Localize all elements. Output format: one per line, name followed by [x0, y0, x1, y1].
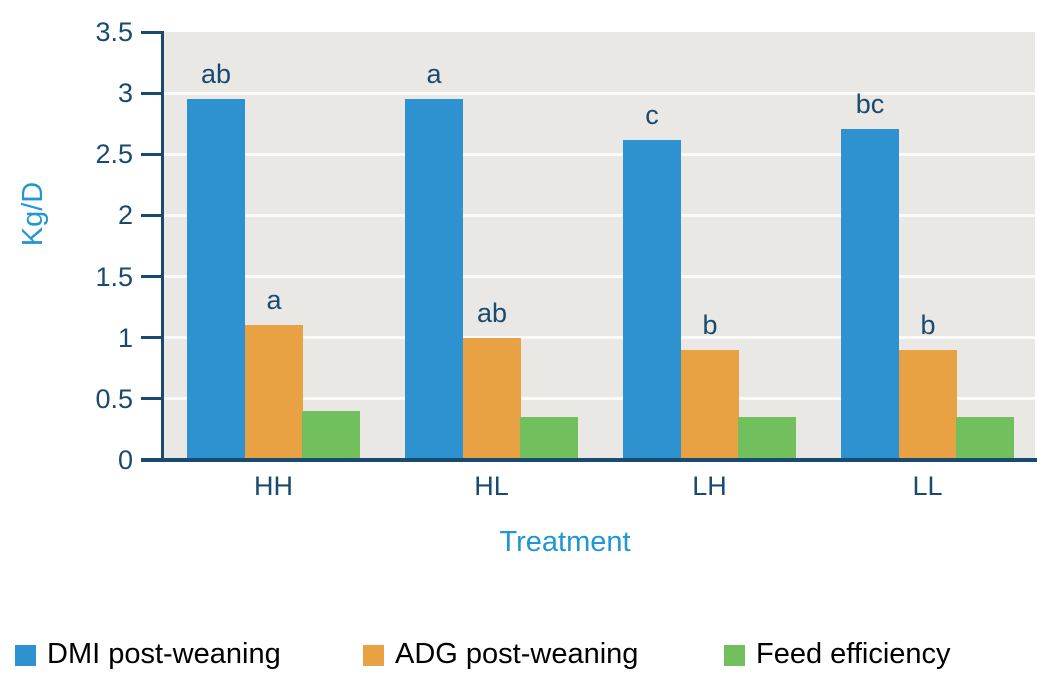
gridline — [164, 336, 1035, 340]
x-axis-line — [141, 458, 1037, 462]
significance-letter: ab — [200, 59, 232, 89]
bar-feed-lh — [738, 417, 796, 458]
significance-letter: ab — [476, 298, 508, 328]
bar-dmi-lh — [623, 140, 681, 458]
legend-label-feed: Feed efficiency — [756, 638, 951, 670]
y-axis-tick — [141, 152, 164, 156]
gridline — [164, 152, 1035, 156]
bar-dmi-hl — [405, 99, 463, 458]
significance-letter: b — [702, 310, 718, 340]
bar-adg-ll — [899, 350, 957, 458]
bar-adg-hh — [245, 325, 303, 458]
bar-dmi-hh — [187, 99, 245, 458]
y-tick-label: 2 — [117, 200, 133, 231]
bar-feed-hl — [520, 417, 578, 458]
y-tick-label: 1 — [117, 322, 133, 353]
y-axis-tick — [141, 397, 164, 401]
legend-item-dmi: DMI post-weaning — [15, 638, 281, 671]
significance-letter: a — [426, 59, 442, 89]
x-category-label: LH — [692, 471, 727, 501]
legend-swatch-dmi — [15, 645, 36, 666]
y-axis-tick — [141, 213, 164, 217]
y-axis-tick — [141, 336, 164, 340]
y-tick-label: 1.5 — [95, 261, 133, 292]
legend-swatch-adg — [363, 645, 384, 666]
bar-adg-hl — [463, 338, 521, 458]
y-axis-tick — [141, 91, 164, 95]
legend-label-dmi: DMI post-weaning — [47, 638, 281, 670]
y-tick-label: 3 — [117, 78, 133, 109]
legend-swatch-feed — [724, 645, 745, 666]
gridline — [164, 91, 1035, 95]
legend-item-feed: Feed efficiency — [724, 638, 951, 671]
gridline — [164, 275, 1035, 279]
y-tick-label: 2.5 — [95, 139, 133, 170]
x-axis-title: Treatment — [499, 526, 631, 558]
x-category-label: HH — [254, 471, 294, 501]
y-axis-tick — [141, 30, 164, 34]
significance-letter: c — [645, 100, 659, 130]
y-axis-line — [161, 32, 164, 459]
bar-feed-hh — [302, 411, 360, 458]
gridline — [164, 397, 1035, 401]
bar-dmi-ll — [841, 129, 899, 458]
y-axis-title: Kg/D — [17, 181, 49, 247]
legend-item-adg: ADG post-weaning — [363, 638, 638, 671]
legend-label-adg: ADG post-weaning — [395, 638, 639, 670]
gridline — [164, 213, 1035, 217]
y-tick-label: 3.5 — [95, 17, 133, 47]
x-category-label: HL — [474, 471, 509, 501]
bar-feed-ll — [956, 417, 1014, 458]
y-tick-label: 0.5 — [95, 383, 133, 414]
bar-adg-lh — [681, 350, 739, 458]
x-category-label: LL — [912, 471, 943, 501]
significance-letter: a — [266, 285, 282, 315]
significance-letter: bc — [855, 89, 885, 119]
y-axis-tick — [141, 275, 164, 279]
significance-letter: b — [920, 310, 936, 340]
y-tick-label: 0 — [117, 445, 133, 475]
